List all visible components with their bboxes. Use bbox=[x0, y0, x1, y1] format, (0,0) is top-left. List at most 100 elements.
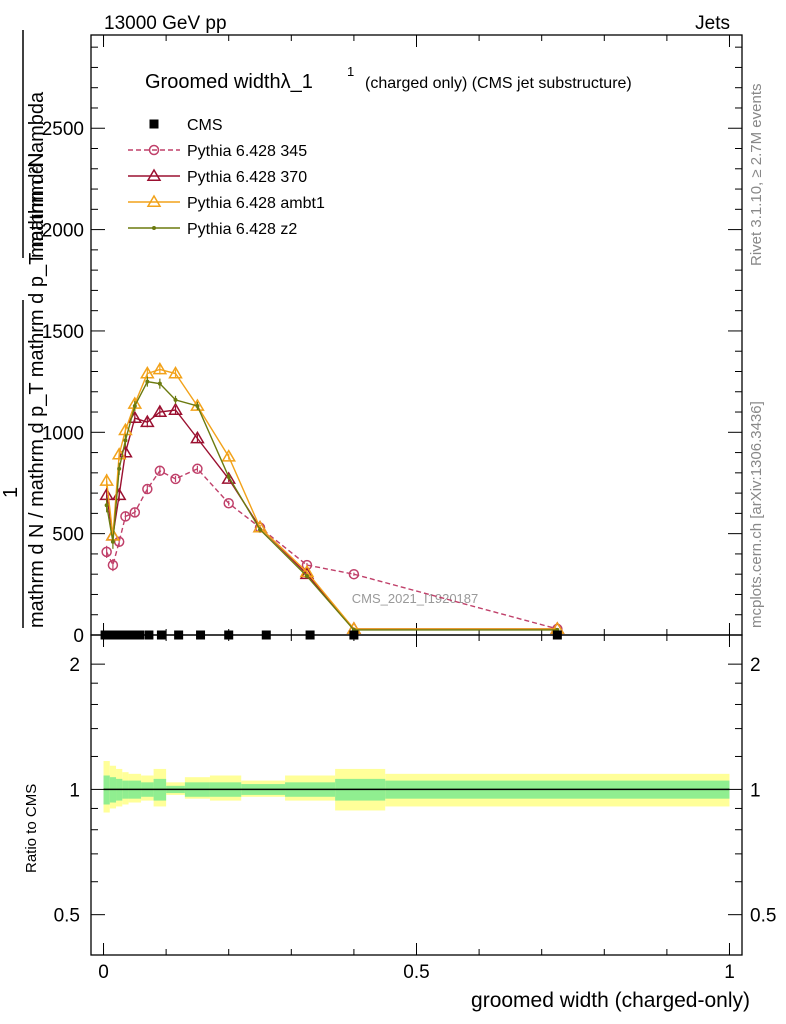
series-point bbox=[132, 403, 137, 408]
series-point bbox=[168, 366, 183, 379]
series-line-3 bbox=[105, 380, 558, 631]
legend-label: Pythia 6.428 370 bbox=[187, 169, 307, 186]
ylabel-numerator: mathrm d²N bbox=[26, 152, 48, 258]
cms-point bbox=[196, 630, 206, 640]
series-point bbox=[101, 546, 112, 558]
series-point bbox=[104, 503, 109, 508]
series-point bbox=[140, 414, 155, 428]
series-point bbox=[152, 361, 168, 375]
title-main: Groomed widthλ_1 bbox=[145, 71, 313, 93]
rivet-label: Rivet 3.1.10, ≥ 2.7M events bbox=[748, 84, 765, 267]
legend: CMS Pythia 6.428 345 Pythia 6.428 370 Pythi… bbox=[128, 117, 325, 238]
cms-point bbox=[349, 630, 359, 640]
y-tick-label-5: 2500 bbox=[42, 119, 84, 140]
series-point bbox=[258, 527, 263, 532]
series-point bbox=[152, 404, 168, 417]
ratio-tick-label-2: 2 bbox=[69, 655, 80, 676]
series-0 bbox=[101, 463, 563, 635]
y-tick-label-4: 2000 bbox=[42, 221, 84, 242]
plot-title: Groomed widthλ_1 1 (charged only) (CMS j… bbox=[145, 64, 632, 93]
series-point bbox=[129, 507, 141, 518]
x-tick-label-0: 0 bbox=[98, 962, 109, 983]
header-category: Jets bbox=[695, 13, 730, 34]
ratio-tick-label-right-2: 2 bbox=[750, 655, 761, 676]
series-point bbox=[154, 465, 166, 477]
series-point bbox=[173, 397, 178, 402]
series-point bbox=[170, 473, 181, 485]
legend-label: Pythia 6.428 ambt1 bbox=[187, 195, 325, 212]
header-energy: 13000 GeV pp bbox=[104, 13, 227, 34]
ylabel-fraction-one: 1 bbox=[0, 487, 22, 498]
y-tick-label-1: 500 bbox=[52, 525, 84, 546]
legend-label: Pythia 6.428 345 bbox=[187, 143, 307, 160]
series-point bbox=[226, 474, 231, 479]
series-line-1 bbox=[105, 409, 558, 630]
axis-ticks: 0 0.5 1 0 500 1000 1500 2000 2500 0.5 0.5 1 1 2 2 bbox=[42, 35, 776, 983]
legend-marker bbox=[146, 194, 162, 207]
x-tick-label-2: 1 bbox=[724, 962, 735, 983]
series-point bbox=[190, 430, 205, 444]
ratio-bands bbox=[103, 761, 730, 813]
cms-point bbox=[305, 630, 315, 640]
legend-marker bbox=[146, 168, 162, 181]
cms-point bbox=[116, 630, 126, 640]
series-point bbox=[145, 379, 150, 384]
cms-point bbox=[144, 630, 154, 640]
series-point bbox=[123, 438, 128, 443]
cms-point bbox=[120, 630, 130, 640]
ratio-tick-label-1: 1 bbox=[69, 780, 80, 801]
series-point bbox=[107, 559, 119, 571]
cms-point bbox=[127, 630, 137, 640]
series-point bbox=[168, 402, 183, 415]
series-point bbox=[304, 574, 309, 579]
ratio-ylabel: Ratio to CMS bbox=[23, 784, 40, 873]
cms-point bbox=[224, 630, 234, 640]
cms-point bbox=[156, 630, 166, 640]
legend-entry-4: Pythia 6.428 z2 bbox=[128, 221, 297, 238]
legend-entry-0: CMS bbox=[149, 117, 223, 134]
legend-label: Pythia 6.428 z2 bbox=[187, 221, 297, 238]
series-point bbox=[192, 463, 203, 475]
series-point bbox=[221, 449, 237, 462]
x-tick-label-1: 0.5 bbox=[403, 962, 429, 983]
series-point bbox=[348, 568, 360, 580]
analysis-watermark: CMS_2021_I1920187 bbox=[352, 591, 479, 606]
series-1 bbox=[99, 402, 565, 634]
cms-point bbox=[174, 630, 184, 640]
cms-point bbox=[135, 630, 145, 640]
title-subtitle: (charged only) (CMS jet substructure) bbox=[365, 75, 632, 92]
ratio-tick-label-right-1: 1 bbox=[750, 780, 761, 801]
series-point bbox=[117, 466, 122, 471]
y-tick-label-2: 1000 bbox=[42, 423, 84, 444]
y-tick-label-3: 1500 bbox=[42, 322, 84, 343]
series-group bbox=[99, 361, 565, 635]
series-point bbox=[110, 539, 115, 544]
legend-marker bbox=[152, 226, 156, 230]
legend-entry-1: Pythia 6.428 345 bbox=[128, 143, 307, 160]
ratio-tick-label-0: 0.5 bbox=[54, 906, 80, 927]
series-point bbox=[99, 473, 114, 486]
series-2 bbox=[99, 361, 565, 634]
legend-label: CMS bbox=[187, 117, 223, 134]
legend-entry-2: Pythia 6.428 370 bbox=[128, 168, 307, 186]
ratio-tick-label-right-0: 0.5 bbox=[750, 906, 776, 927]
series-point bbox=[120, 511, 131, 522]
legend-marker bbox=[149, 119, 159, 129]
title-superscript: 1 bbox=[347, 64, 354, 79]
mcplots-label: mcplots.cern.ch [arXiv:1306.3436] bbox=[748, 401, 765, 628]
upper-ylabel: mathrm d²N 1 mathrm d N / mathrm d p_T m… bbox=[0, 30, 48, 628]
series-point bbox=[142, 483, 153, 495]
y-tick-label-0: 0 bbox=[73, 626, 84, 647]
series-point bbox=[223, 497, 234, 509]
cms-point bbox=[261, 630, 271, 640]
series-point bbox=[195, 403, 200, 408]
cms-point bbox=[552, 630, 562, 640]
ylabel-denominator: mathrm d N / mathrm d p_T mathrm d p_T m… bbox=[26, 91, 48, 628]
series-line-2 bbox=[105, 368, 558, 630]
legend-entry-3: Pythia 6.428 ambt1 bbox=[128, 194, 325, 212]
legend-marker bbox=[148, 144, 160, 156]
series-point bbox=[157, 381, 162, 386]
cms-data-points bbox=[100, 630, 562, 640]
x-axis-label: groomed width (charged-only) bbox=[471, 989, 750, 1012]
